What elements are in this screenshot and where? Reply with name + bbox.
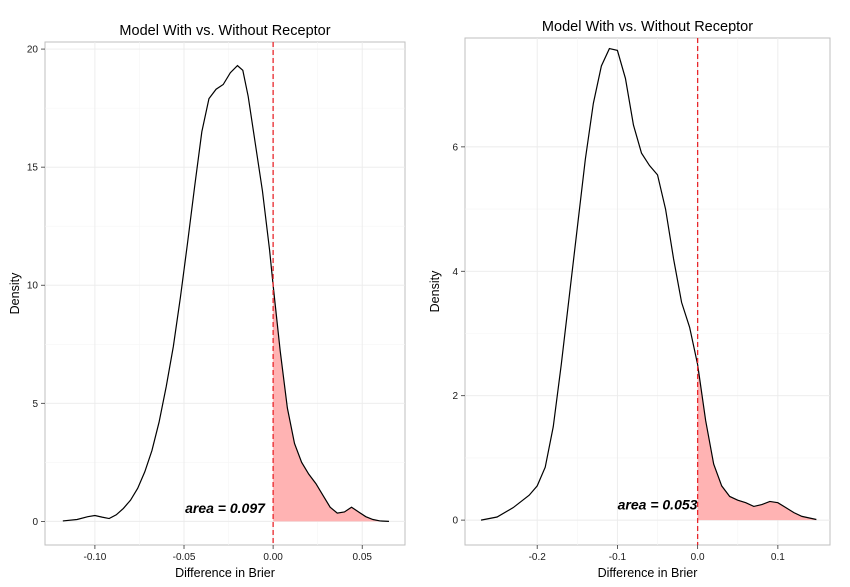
plot-area-left: -0.10 -0.05 0.00 0.05 0 5 10 15 20 (27, 41, 406, 563)
y-tick-label: 6 (452, 142, 458, 153)
shaded-tail-area (697, 364, 817, 521)
panel-background (464, 37, 831, 546)
x-axis-title-right: Difference in Brier (598, 566, 698, 580)
y-tick-label: 4 (452, 267, 458, 278)
y-axis-title-right: Density (428, 270, 442, 312)
x-tick-label: -0.10 (84, 552, 107, 563)
chart-title-right: Model With vs. Without Receptor (542, 19, 753, 35)
shaded-tail-area (273, 285, 389, 522)
x-tick-label: 0.00 (263, 552, 283, 563)
x-tick-label: -0.2 (529, 552, 547, 563)
density-curve (480, 47, 817, 521)
x-axis-title-left: Difference in Brier (175, 566, 275, 580)
panel-background (44, 41, 406, 546)
x-tick-label: -0.1 (609, 552, 627, 563)
y-tick-label: 2 (452, 391, 458, 402)
y-tick-label: 5 (32, 399, 38, 410)
density-curve (62, 64, 389, 522)
chart-title-left: Model With vs. Without Receptor (119, 23, 330, 39)
y-tick-label: 15 (27, 163, 39, 174)
x-tick-label: 0.0 (691, 552, 705, 563)
y-tick-label: 10 (27, 281, 39, 292)
y-axis-title-left: Density (8, 272, 22, 314)
x-tick-label: -0.05 (173, 552, 196, 563)
x-tick-label: 0.1 (771, 552, 785, 563)
y-tick-label: 0 (452, 516, 458, 527)
plot-area-right: -0.2 -0.1 0.0 0.1 0 2 4 6 (452, 37, 831, 563)
y-tick-label: 0 (32, 517, 38, 528)
area-annotation-left: area = 0.097 (185, 500, 266, 516)
area-annotation-right: area = 0.053 (618, 497, 698, 513)
x-tick-label: 0.05 (352, 552, 372, 563)
density-panel-left: -0.10 -0.05 0.00 0.05 0 5 10 15 20 Model With vs… (8, 23, 406, 580)
y-tick-label: 20 (27, 45, 39, 56)
density-panel-right: -0.2 -0.1 0.0 0.1 0 2 4 6 Model With vs. Withou… (428, 19, 831, 580)
